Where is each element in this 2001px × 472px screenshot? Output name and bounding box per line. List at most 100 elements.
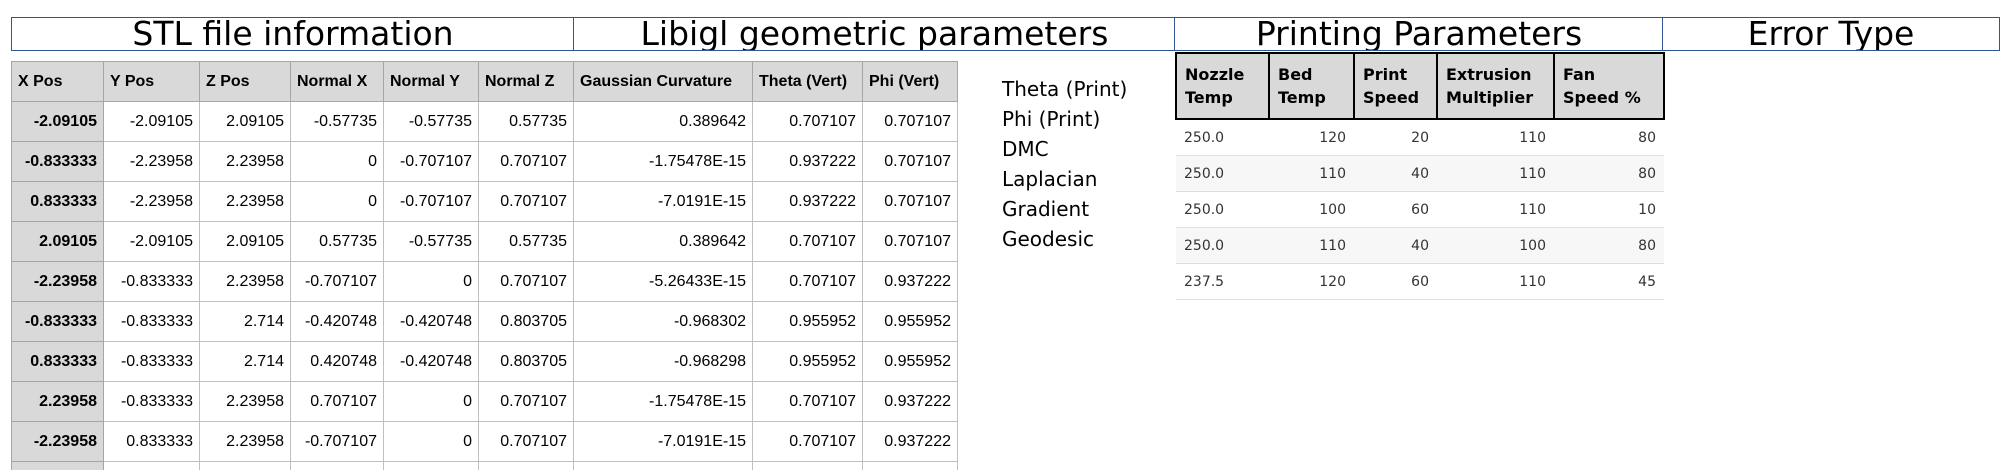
table-cell-x-pos: 0.833333 — [11, 341, 104, 382]
table-cell-normal-x: 0 — [290, 141, 384, 182]
table-cell-gaussian-curvature: -7.0191E-15 — [573, 181, 753, 222]
table-cell-bed-temp: 120 — [1269, 119, 1354, 156]
table-cell-y-pos: -0.833333 — [103, 301, 200, 342]
column-header-y-pos: Y Pos — [103, 61, 200, 102]
table-row: -2.23958 -0.833333 2.23958 -0.707107 0 0.7071… — [11, 261, 958, 302]
column-header-z-pos: Z Pos — [199, 61, 291, 102]
table-cell-theta-vert: 0.955952 — [752, 301, 863, 342]
column-header-gaussian-curvature: Gaussian Curvature — [573, 61, 753, 102]
table-cell-bed-temp: 110 — [1269, 155, 1354, 192]
table-cell-fan-speed: 10 — [1554, 191, 1664, 228]
table-cell-z-pos: 2.09105 — [199, 221, 291, 262]
table-cell-normal-z: 0.57735 — [478, 101, 574, 142]
table-cell-partial — [290, 461, 384, 470]
table-cell-extrusion-multiplier: 110 — [1437, 119, 1554, 156]
table-cell-normal-x: -0.707107 — [290, 421, 384, 462]
table-row: 250.0 110 40 110 80 — [1176, 155, 1664, 192]
column-header-nozzle-temp: Nozzle Temp — [1175, 52, 1269, 120]
table-cell-nozzle-temp: 250.0 — [1176, 191, 1269, 228]
table-row: 237.5 120 60 110 45 — [1176, 263, 1664, 300]
table-cell-theta-vert: 0.707107 — [752, 381, 863, 422]
table-cell-print-speed: 40 — [1354, 155, 1437, 192]
table-cell-normal-z: 0.707107 — [478, 421, 574, 462]
table-cell-x-pos: -2.23958 — [11, 421, 104, 462]
table-cell-fan-speed: 80 — [1554, 227, 1664, 264]
table-cell-nozzle-temp: 250.0 — [1176, 227, 1269, 264]
table-cell-partial — [862, 461, 958, 470]
parameter-laplacian: Laplacian — [1002, 167, 1098, 191]
parameter-geodesic: Geodesic — [1002, 227, 1095, 251]
table-cell-theta-vert: 0.937222 — [752, 141, 863, 182]
table-row: -2.09105 -2.09105 2.09105 -0.57735 -0.57735 0… — [11, 101, 958, 142]
table-cell-z-pos: 2.23958 — [199, 421, 291, 462]
table-cell-normal-y: -0.57735 — [383, 221, 479, 262]
column-header-print-speed: Print Speed — [1353, 52, 1437, 120]
table-cell-print-speed: 20 — [1354, 119, 1437, 156]
table-cell-x-pos: -2.09105 — [11, 101, 104, 142]
column-header-fan-speed: Fan Speed % — [1553, 52, 1665, 120]
table-cell-print-speed: 40 — [1354, 227, 1437, 264]
table-cell-phi-vert: 0.707107 — [862, 181, 958, 222]
table-cell-normal-y: 0 — [383, 421, 479, 462]
libigl-parameter-list: Theta (Print) Phi (Print) DMC Laplacian Grad… — [1002, 74, 1127, 254]
column-header-normal-y: Normal Y — [383, 61, 479, 102]
table-cell-theta-vert: 0.937222 — [752, 181, 863, 222]
printing-parameters-table: Nozzle Temp Bed Temp Print Speed Extrusion … — [1175, 52, 1665, 300]
table-row-partial — [11, 461, 958, 470]
table-cell-x-pos: -0.833333 — [11, 301, 104, 342]
stl-table-body: -2.09105 -2.09105 2.09105 -0.57735 -0.57735 0… — [11, 101, 958, 470]
table-cell-normal-x: 0.420748 — [290, 341, 384, 382]
table-cell-extrusion-multiplier: 110 — [1437, 155, 1554, 192]
table-cell-normal-x: -0.420748 — [290, 301, 384, 342]
table-cell-print-speed: 60 — [1354, 263, 1437, 300]
table-cell-x-pos: 2.09105 — [11, 221, 104, 262]
table-cell-gaussian-curvature: -1.75478E-15 — [573, 141, 753, 182]
table-cell-nozzle-temp: 250.0 — [1176, 119, 1269, 156]
table-cell-z-pos: 2.23958 — [199, 141, 291, 182]
table-cell-print-speed: 60 — [1354, 191, 1437, 228]
table-cell-normal-y: -0.420748 — [383, 341, 479, 382]
table-cell-phi-vert: 0.707107 — [862, 221, 958, 262]
table-cell-extrusion-multiplier: 100 — [1437, 227, 1554, 264]
table-cell-fan-speed: 80 — [1554, 155, 1664, 192]
table-cell-partial — [199, 461, 291, 470]
table-cell-phi-vert: 0.955952 — [862, 341, 958, 382]
table-cell-gaussian-curvature: -1.75478E-15 — [573, 381, 753, 422]
table-cell-fan-speed: 45 — [1554, 263, 1664, 300]
table-cell-partial — [573, 461, 753, 470]
table-cell-normal-z: 0.707107 — [478, 381, 574, 422]
libigl-geometric-parameters-header: Libigl geometric parameters — [573, 17, 1176, 51]
table-cell-partial — [11, 461, 104, 470]
table-cell-normal-z: 0.707107 — [478, 261, 574, 302]
table-cell-fan-speed: 80 — [1554, 119, 1664, 156]
column-header-normal-z: Normal Z — [478, 61, 574, 102]
table-cell-theta-vert: 0.955952 — [752, 341, 863, 382]
column-header-phi-vert: Phi (Vert) — [862, 61, 958, 102]
table-cell-x-pos: -2.23958 — [11, 261, 104, 302]
table-row: -0.833333 -0.833333 2.714 -0.420748 -0.42074… — [11, 301, 958, 342]
table-cell-normal-z: 0.57735 — [478, 221, 574, 262]
printing-parameters-header: Printing Parameters — [1174, 17, 1664, 51]
table-cell-normal-x: 0.707107 — [290, 381, 384, 422]
table-cell-partial — [103, 461, 200, 470]
table-cell-x-pos: -0.833333 — [11, 141, 104, 182]
table-cell-nozzle-temp: 250.0 — [1176, 155, 1269, 192]
table-row: 0.833333 -2.23958 2.23958 0 -0.707107 0.70710… — [11, 181, 958, 222]
table-cell-normal-z: 0.803705 — [478, 341, 574, 382]
table-cell-gaussian-curvature: 0.389642 — [573, 221, 753, 262]
table-cell-theta-vert: 0.707107 — [752, 421, 863, 462]
table-cell-normal-z: 0.707107 — [478, 181, 574, 222]
table-row: 2.23958 -0.833333 2.23958 0.707107 0 0.707107… — [11, 381, 958, 422]
parameter-theta-print: Theta (Print) — [1002, 77, 1128, 101]
table-cell-bed-temp: 100 — [1269, 191, 1354, 228]
table-cell-nozzle-temp: 237.5 — [1176, 263, 1269, 300]
table-cell-normal-x: 0 — [290, 181, 384, 222]
table-row: 250.0 120 20 110 80 — [1176, 119, 1664, 156]
error-type-header: Error Type — [1662, 17, 2000, 51]
column-header-extrusion-multiplier: Extrusion Multiplier — [1436, 52, 1554, 120]
table-cell-y-pos: -2.09105 — [103, 101, 200, 142]
table-cell-gaussian-curvature: -7.0191E-15 — [573, 421, 753, 462]
table-cell-phi-vert: 0.937222 — [862, 381, 958, 422]
table-cell-phi-vert: 0.955952 — [862, 301, 958, 342]
table-cell-theta-vert: 0.707107 — [752, 101, 863, 142]
